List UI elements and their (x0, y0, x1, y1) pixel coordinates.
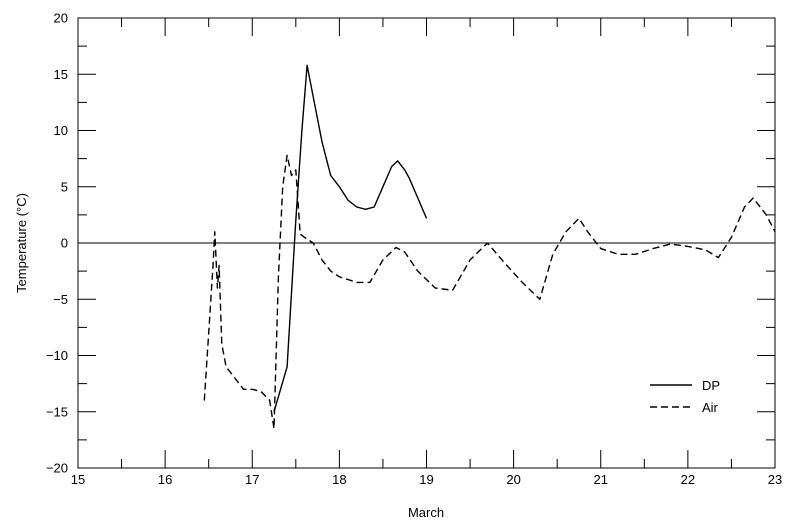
x-tick-label: 17 (245, 472, 259, 487)
x-tick-label: 23 (768, 472, 782, 487)
legend-label-dp: DP (702, 378, 720, 393)
legend-label-air: Air (702, 400, 719, 415)
y-tick-label: −20 (46, 461, 68, 476)
series-dp-line (273, 64, 428, 412)
y-tick-label: 20 (54, 11, 68, 26)
series-lines (203, 64, 776, 430)
tick-labels: 15 16 17 18 19 20 21 22 23 20 15 10 5 0 −5 −10 −15 −20 (46, 11, 782, 488)
x-tick-label: 21 (594, 472, 608, 487)
x-tick-label: 16 (158, 472, 172, 487)
legend: DP Air (650, 378, 720, 415)
series-air-line (203, 154, 776, 430)
x-axis-label: March (408, 505, 444, 520)
y-tick-label: −15 (46, 404, 68, 419)
y-tick-label: 10 (54, 123, 68, 138)
y-tick-label: −10 (46, 348, 68, 363)
y-tick-label: 5 (61, 179, 68, 194)
y-tick-label: 15 (54, 67, 68, 82)
x-tick-label: 22 (681, 472, 695, 487)
y-tick-label: −5 (53, 292, 68, 307)
y-axis-label: Temperature (°C) (14, 193, 29, 293)
x-tick-label: 20 (506, 472, 520, 487)
x-tick-label: 18 (332, 472, 346, 487)
x-tick-label: 19 (419, 472, 433, 487)
x-tick-label: 15 (71, 472, 85, 487)
axis-ticks (77, 17, 776, 469)
y-tick-label: 0 (61, 236, 68, 251)
